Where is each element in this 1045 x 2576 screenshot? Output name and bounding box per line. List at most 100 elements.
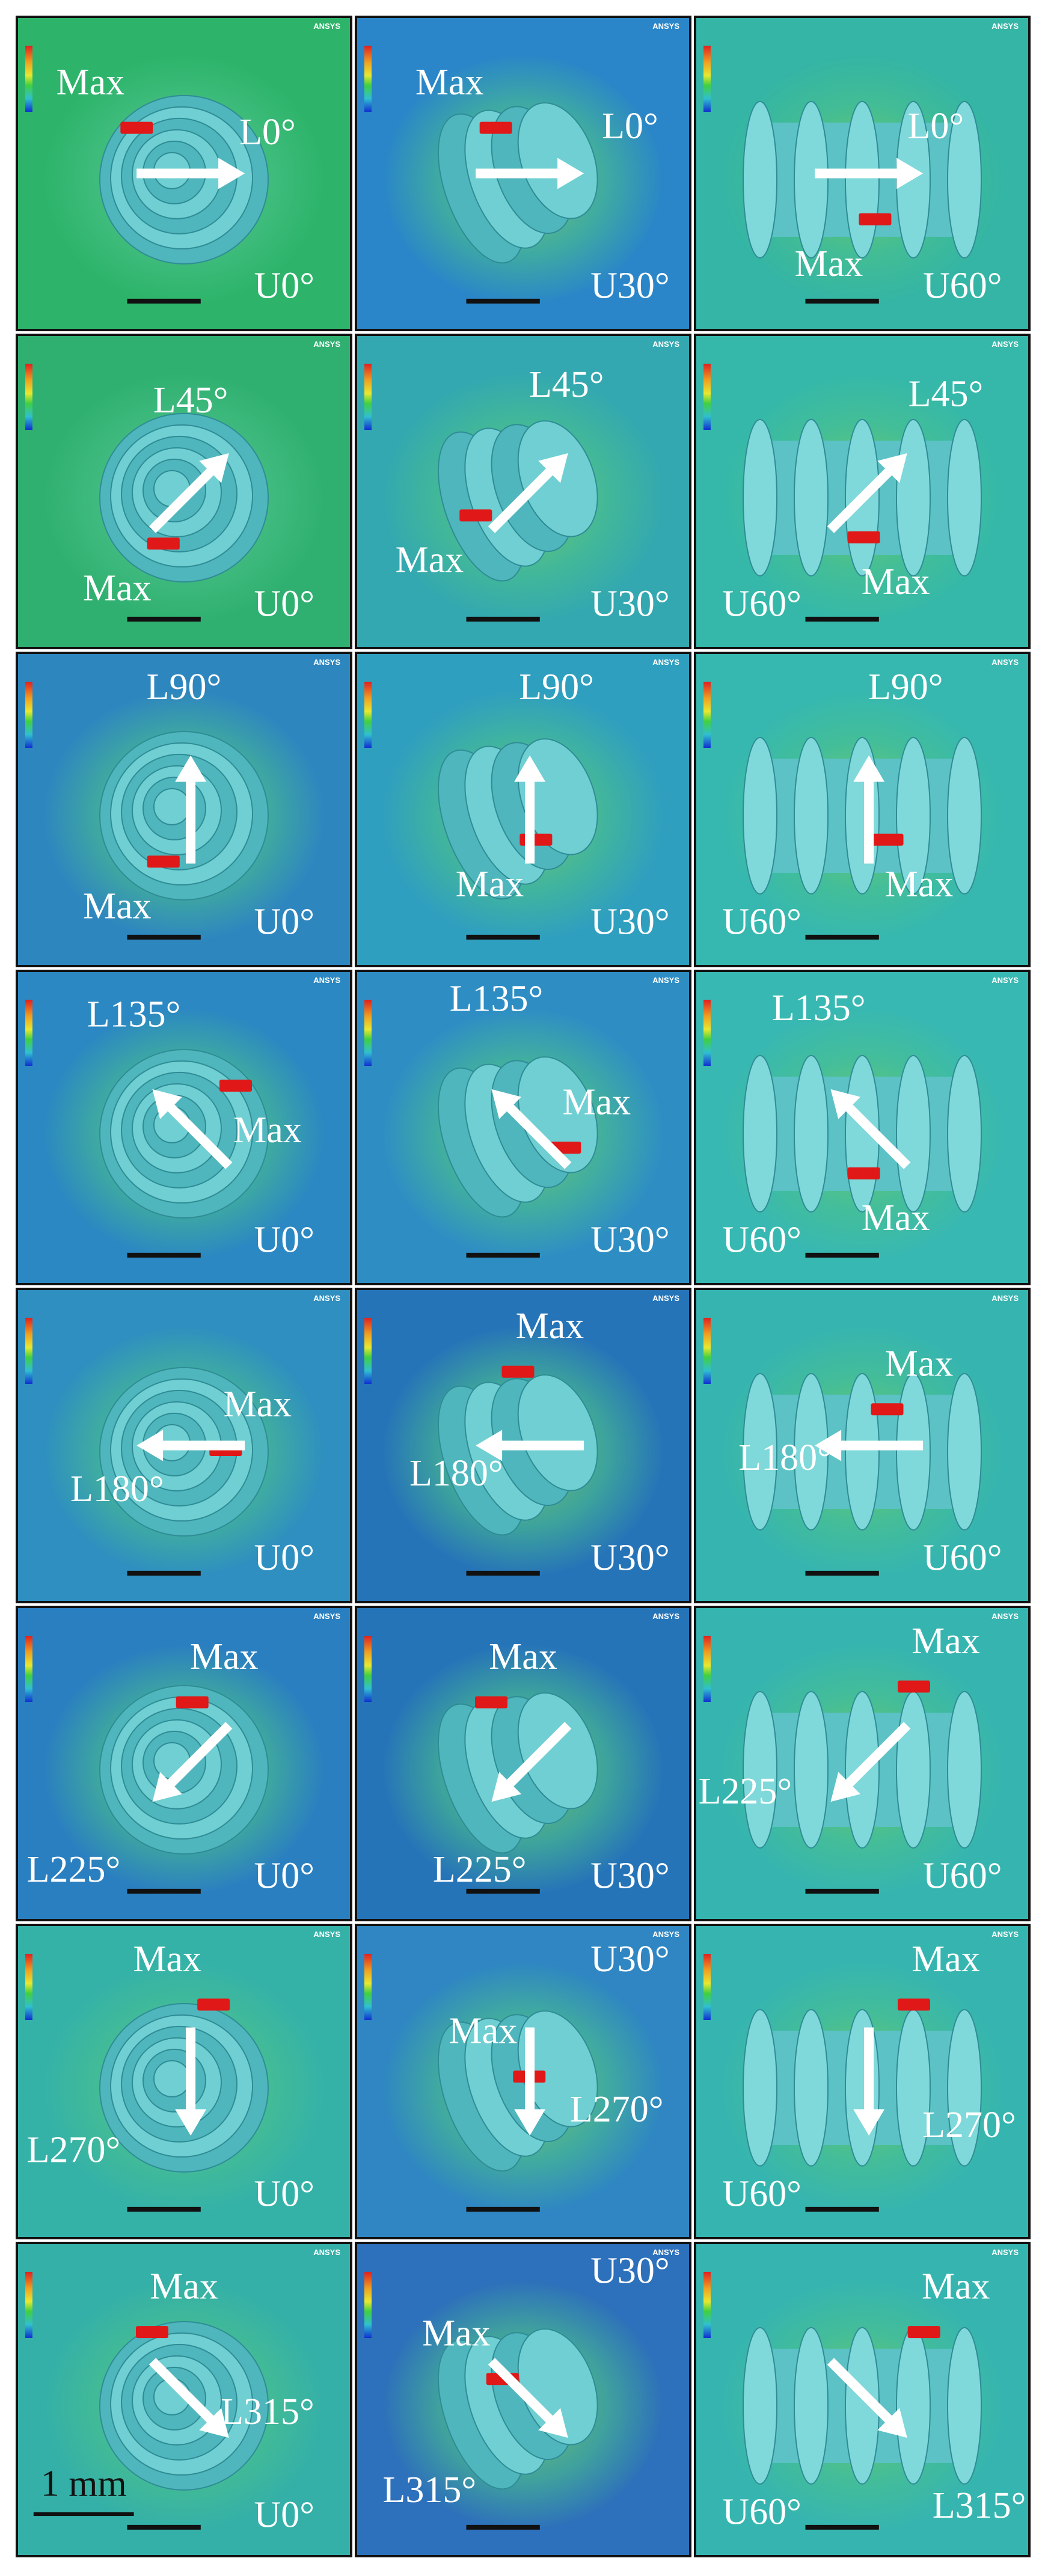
scale-ruler [127,1888,201,1894]
panel: ANSYS Max L135° U30° [355,970,691,1285]
software-label: ANSYS [652,340,679,349]
inclination-label: U0° [254,2495,315,2536]
panel-content: ANSYS Max L135° U30° [356,971,690,1284]
direction-arrow [501,1722,572,1793]
legend-bar [25,1954,32,2020]
panel: ANSYS Max L90° U30° [355,652,691,967]
panel-border [16,1288,352,1603]
max-label: Max [562,1081,631,1122]
max-label: Max [223,1384,292,1425]
legend-bar [703,1954,711,2020]
load-direction-label: L45° [529,364,604,405]
max-marker [898,1680,930,1693]
direction-arrowhead [896,158,924,189]
direction-arrowhead [815,1430,842,1461]
max-marker [479,121,512,134]
scale-ruler [805,1570,879,1576]
direction-arrowhead [514,2109,546,2136]
implant-thread [743,2008,777,2167]
panel-border [16,1924,352,2239]
direction-arrow [840,1722,911,1793]
panel-border [355,652,691,967]
max-label: Max [83,886,152,926]
scale-ruler [466,616,540,622]
load-direction-label: L0° [907,106,964,147]
scale-ruler [466,1570,540,1576]
implant-thread [896,418,931,577]
legend-bar [703,46,711,112]
panel: ANSYS Max L90° U60° [694,652,1031,967]
load-direction-label: L90° [868,667,943,708]
legend-bar [364,682,372,748]
panel-content: ANSYS Max L135° U0° [17,971,351,1284]
software-label: ANSYS [652,1612,679,1621]
panel-border [16,970,352,1285]
max-marker [147,537,180,550]
direction-arrowhead [830,1089,860,1119]
scale-ruler [805,1888,879,1894]
implant-thread [743,736,777,895]
implant-thread [947,1054,982,1213]
direction-arrowhead [538,2408,568,2438]
direction-arrowhead [853,2109,885,2136]
scale-bar [33,2512,134,2516]
inclination-label: U30° [590,266,670,307]
panel-content: ANSYS Max L315° U30° [356,2243,690,2556]
load-direction-label: L315° [382,2470,476,2510]
scale-ruler [466,2524,540,2530]
implant-thread [794,2008,829,2167]
load-direction-label: L315° [933,2485,1026,2526]
load-direction-label: L45° [909,373,984,414]
max-marker [475,1696,507,1709]
panel: ANSYS Max L45° U0° [16,334,352,649]
implant-thread [845,1372,880,1531]
panel-border [355,16,691,331]
panel-border [694,2242,1031,2557]
direction-arrowhead [136,1430,164,1461]
panel: ANSYS Max L270° U30° [355,1924,691,2239]
max-marker [197,1998,230,2011]
direction-arrowhead [199,453,229,483]
max-label: Max [516,1306,584,1347]
scale-bar-label: 1 mm [41,2464,127,2504]
direction-arrowhead [514,755,546,782]
max-label: Max [190,1636,259,1677]
scale-ruler [466,1252,540,1258]
panel: ANSYS Max L225° U30° [355,1606,691,1921]
implant-thread [896,1054,931,1213]
inclination-label: U30° [590,1856,670,1897]
max-marker [136,2326,168,2339]
max-marker [871,833,904,846]
scale-ruler [127,616,201,622]
panel: ANSYS Max L270° U60° [694,1924,1031,2239]
inclination-label: U30° [590,902,670,943]
direction-arrow [827,2358,898,2429]
implant-thread [947,1372,982,1531]
implant-thread [794,418,829,577]
implant-thread [845,2008,880,2167]
max-marker [847,1167,880,1179]
panel-content: ANSYS Max L90° U60° [695,653,1029,966]
direction-arrow [162,1098,233,1169]
direction-arrow [840,1098,911,1169]
scale-ruler [805,2206,879,2212]
implant-thread [896,1372,931,1531]
implant-thread [947,100,982,259]
load-direction-label: L180° [738,1437,832,1478]
implant-thread [845,736,880,895]
panel-content: ANSYS Max L315° U0° 1 mm [17,2243,351,2556]
load-direction-label: L135° [87,994,181,1035]
implant-thread [743,1054,777,1213]
direction-arrow [501,1098,572,1169]
scale-ruler [127,1570,201,1576]
panel-border [16,652,352,967]
panel-border [16,16,352,331]
scale-ruler [127,934,201,940]
panel: ANSYS Max L225° U60° [694,1606,1031,1921]
direction-arrowhead [152,1089,182,1119]
implant-thread [794,736,829,895]
panel: ANSYS Max L270° U0° [16,1924,352,2239]
max-label: Max [912,1939,980,1980]
